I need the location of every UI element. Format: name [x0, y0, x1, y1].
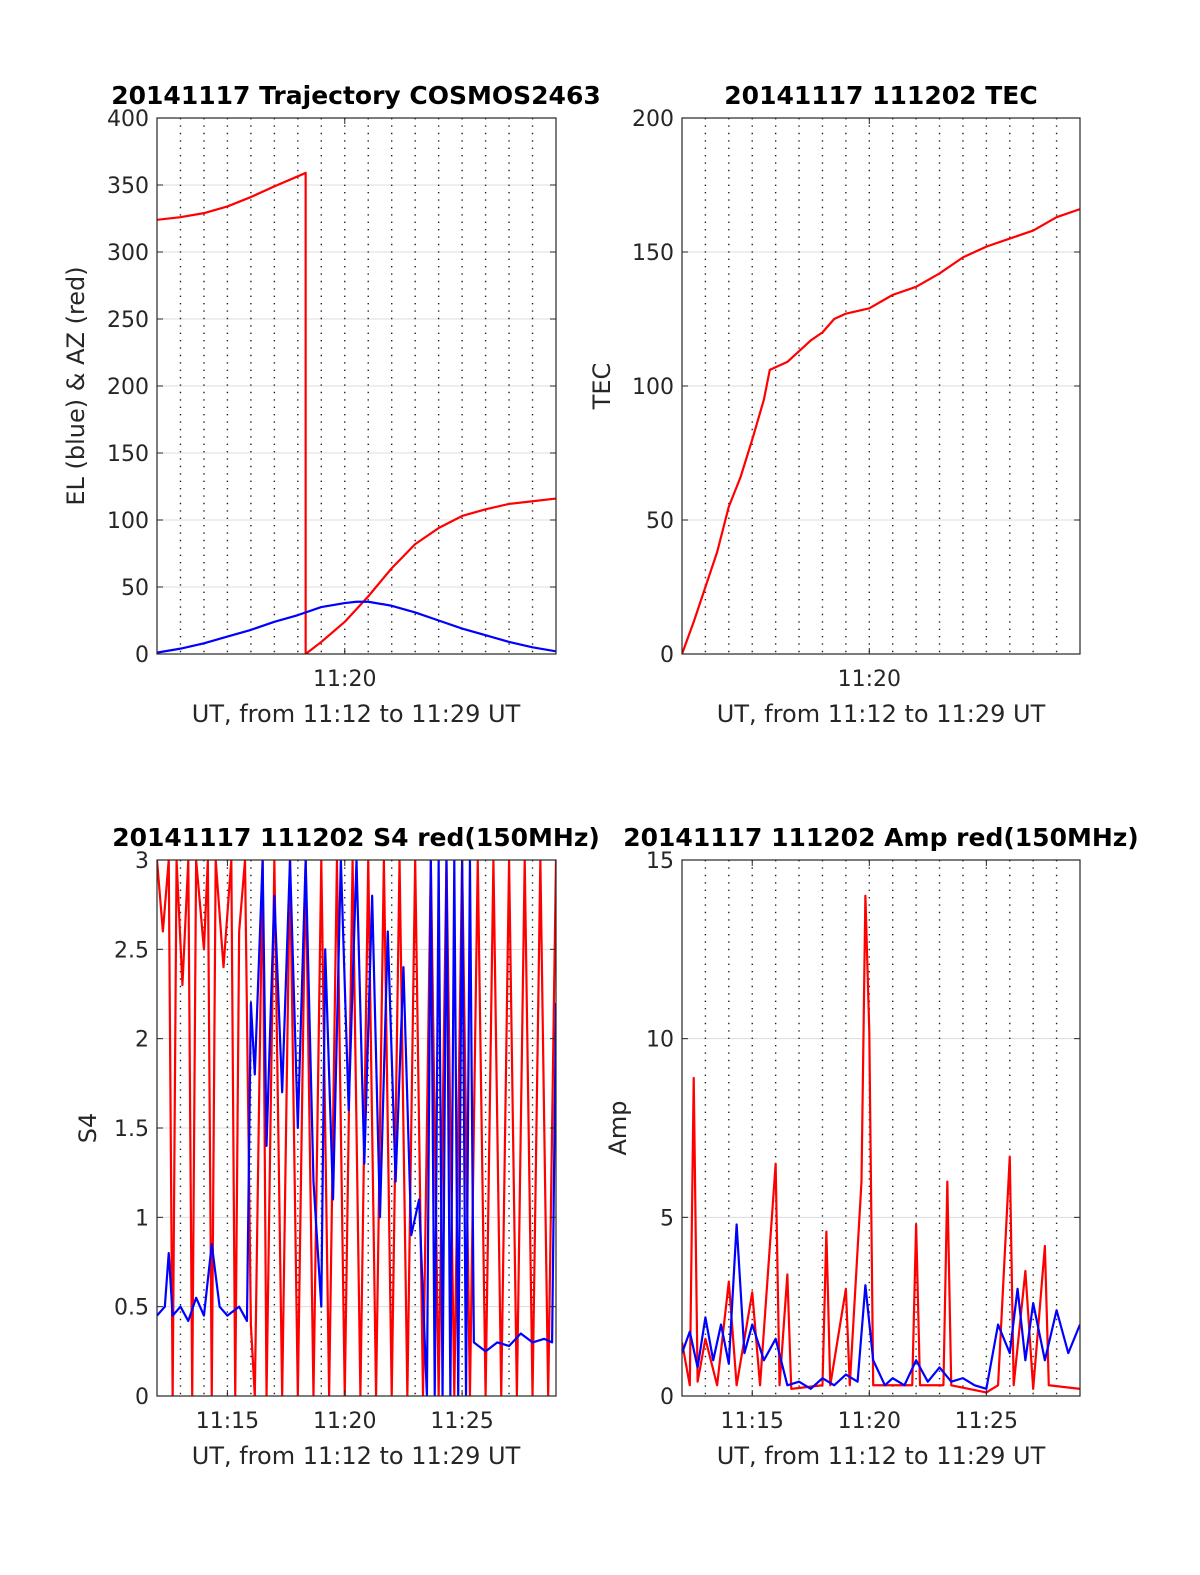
chart-title: 20141117 111202 TEC: [724, 81, 1037, 110]
x-tick-label: 11:20: [838, 1409, 901, 1434]
grid: [157, 118, 556, 654]
y-tick-label: 2.5: [114, 938, 149, 963]
series-group: [157, 171, 556, 654]
series-line-red: [682, 208, 1080, 654]
x-axis-label: UT, from 11:12 to 11:29 UT: [192, 1442, 521, 1470]
series-line-red: [682, 894, 1080, 1394]
chart-title: 20141117 Trajectory COSMOS2463: [111, 81, 601, 110]
y-tick-label: 250: [107, 308, 149, 333]
y-tick-label: 50: [121, 576, 149, 601]
y-tick-label: 200: [632, 107, 674, 132]
x-tick-label: 11:20: [313, 1409, 376, 1434]
x-tick-label: 11:20: [838, 667, 901, 692]
series-group: [157, 860, 556, 1396]
y-tick-label: 350: [107, 174, 149, 199]
grid: [682, 860, 1080, 1396]
x-tick-label: 11:25: [955, 1409, 1018, 1434]
x-tick-label: 11:15: [196, 1409, 259, 1434]
y-tick-label: 50: [646, 509, 674, 534]
x-tick-label: 11:15: [721, 1409, 784, 1434]
chart-title: 20141117 111202 S4 red(150MHz): [112, 823, 600, 852]
y-tick-label: 200: [107, 375, 149, 400]
x-tick-label: 11:25: [430, 1409, 493, 1434]
tick-group: 0 0.5 1 1.5 2 2.5 3 11:15 11:20 11:25: [114, 849, 556, 1434]
x-axis-label: UT, from 11:12 to 11:29 UT: [192, 700, 521, 728]
panel-tec: 0 50 100 150 200 11:20 20141117 111202 TEC UT…: [588, 81, 1081, 728]
series-line-red: [157, 171, 556, 654]
y-tick-label: 0.5: [114, 1296, 149, 1321]
series-line-red: [157, 860, 556, 1396]
axes-box: [681, 859, 1081, 1397]
y-tick-label: 5: [660, 1206, 674, 1231]
y-axis-label: EL (blue) & AZ (red): [62, 266, 90, 505]
y-tick-label: 0: [660, 643, 674, 668]
x-tick-label: 11:20: [313, 667, 376, 692]
panel-s4: 0 0.5 1 1.5 2 2.5 3 11:15 11:20 11:25 20141117 11…: [74, 823, 600, 1470]
plot-area: [682, 860, 1080, 1396]
y-tick-label: 10: [646, 1028, 674, 1053]
panel-trajectory: 0 50 100 150 200 250 300 350 400 11:20 20141117 T…: [62, 81, 601, 728]
y-tick-label: 0: [660, 1385, 674, 1410]
y-tick-label: 400: [107, 107, 149, 132]
y-tick-label: 300: [107, 241, 149, 266]
x-axis-label: UT, from 11:12 to 11:29 UT: [717, 1442, 1046, 1470]
y-tick-label: 100: [107, 509, 149, 534]
y-axis-label: TEC: [588, 363, 616, 411]
series-line-blue: [157, 600, 556, 654]
series-group: [682, 894, 1080, 1394]
tick-group: 0 50 100 150 200 11:20: [632, 107, 1080, 692]
y-axis-label: S4: [74, 1113, 102, 1144]
y-axis-label: Amp: [604, 1100, 632, 1155]
y-tick-label: 0: [135, 1385, 149, 1410]
grid: [682, 118, 1080, 654]
y-tick-label: 15: [646, 849, 674, 874]
y-tick-label: 3: [135, 849, 149, 874]
y-tick-label: 1: [135, 1206, 149, 1231]
y-tick-label: 0: [135, 643, 149, 668]
series-line-blue: [157, 860, 556, 1396]
y-tick-label: 1.5: [114, 1117, 149, 1142]
y-tick-label: 150: [107, 442, 149, 467]
y-tick-label: 2: [135, 1028, 149, 1053]
tick-group: 0 50 100 150 200 250 300 350 400 11:20: [107, 107, 556, 692]
x-axis-label: UT, from 11:12 to 11:29 UT: [717, 700, 1046, 728]
series-line-blue: [682, 1223, 1080, 1390]
y-tick-label: 150: [632, 241, 674, 266]
chart-title: 20141117 111202 Amp red(150MHz): [623, 823, 1139, 852]
y-tick-label: 100: [632, 375, 674, 400]
series-group: [682, 208, 1080, 654]
tick-group: 0 5 10 15 11:15 11:20 11:25: [646, 849, 1080, 1434]
panel-amp: 0 5 10 15 11:15 11:20 11:25 20141117 111202 Am…: [604, 823, 1139, 1470]
